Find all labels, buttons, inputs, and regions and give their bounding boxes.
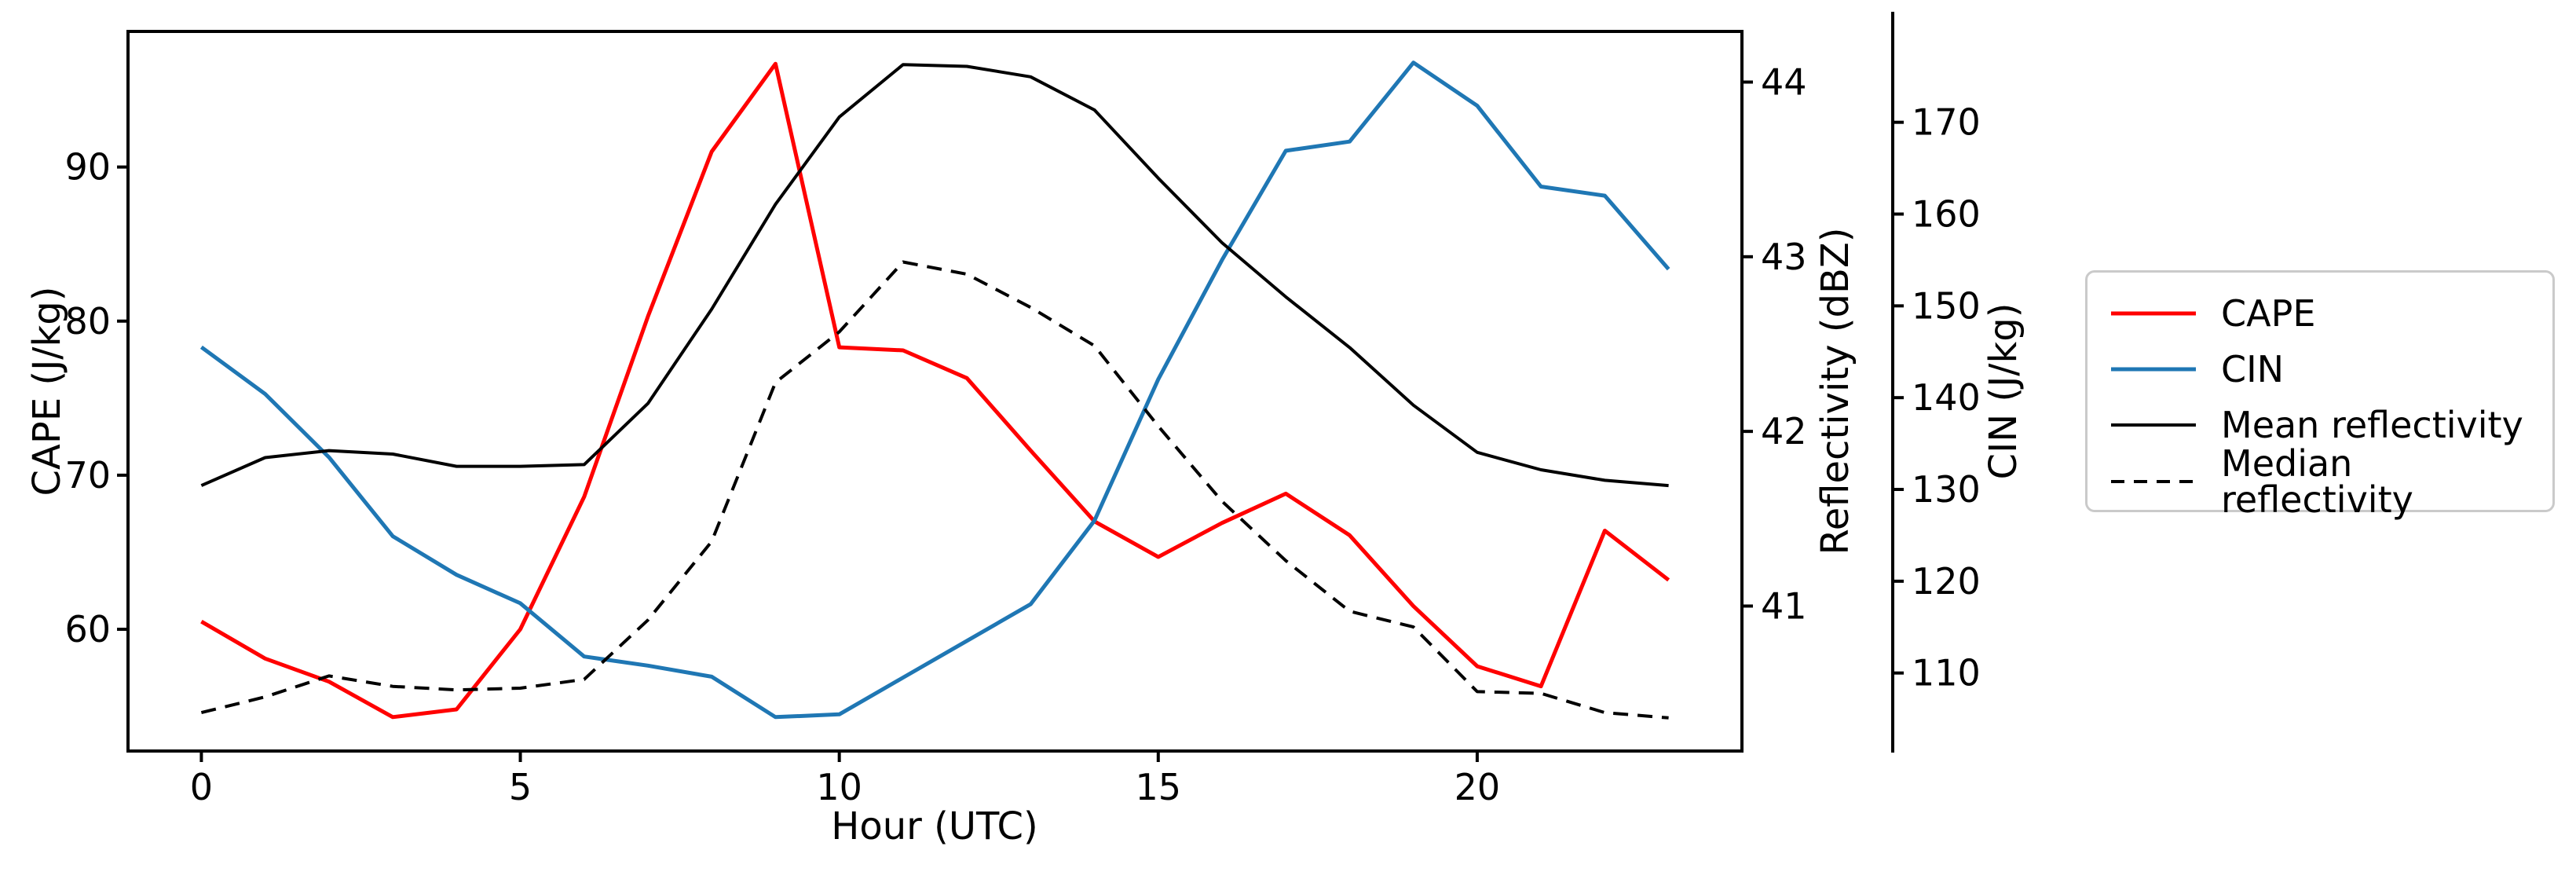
x-tick-label: 0 [190, 766, 213, 808]
legend-label: Median reflectivity [2221, 441, 2413, 521]
series-line-cin [199, 60, 1670, 720]
x-tick-label: 5 [509, 766, 532, 808]
y-left-tick-label: 70 [64, 454, 111, 496]
x-tick-label: 10 [816, 766, 862, 808]
legend-line-mean-reflectivity [2111, 423, 2196, 427]
y-left-tick-label: 80 [64, 300, 111, 343]
legend-label: CAPE [2221, 291, 2316, 335]
y-right-tick-label: 41 [1761, 584, 1807, 627]
x-tick-label: 20 [1454, 766, 1501, 808]
legend-row: CAPE [2111, 285, 2552, 341]
legend-row: Mean reflectivity [2111, 398, 2552, 453]
legend: CAPE CIN Mean reflectivity Median reflectiv… [2085, 270, 2555, 518]
legend-line-cape [2111, 311, 2196, 316]
y-left-tick-label: 60 [64, 608, 111, 650]
series-line-mean-reflectivity [200, 63, 1669, 488]
y-far-right-tick-label: 140 [1912, 376, 1981, 419]
legend-row: Median reflectivity [2111, 445, 2552, 518]
y-far-right-axis-label: CIN (J/kg) [1981, 302, 2025, 480]
y-far-right-tick-label: 130 [1912, 468, 1981, 511]
x-tick-label: 15 [1136, 766, 1182, 808]
y-far-right-tick-label: 150 [1912, 284, 1981, 327]
y-far-right-tick-label: 160 [1912, 193, 1981, 236]
legend-label: Mean reflectivity [2221, 404, 2523, 447]
plot-box [126, 30, 1744, 753]
legend-line-cin [2111, 367, 2196, 372]
y-right-tick-label: 43 [1761, 236, 1807, 278]
legend-line-median-reflectivity [2111, 479, 2196, 483]
y-left-axis-label: CAPE (J/kg) [25, 286, 69, 496]
y-right-tick-label: 44 [1761, 60, 1807, 103]
legend-label: CIN [2221, 347, 2285, 390]
series-line-cape [200, 61, 1670, 720]
y-right-axis-label: Reflectivity (dBZ) [1813, 227, 1857, 555]
y-left-tick-label: 90 [64, 146, 111, 189]
y-far-right-tick-label: 170 [1912, 101, 1981, 144]
y-right-tick-label: 42 [1761, 410, 1807, 452]
y-far-right-tick-label: 110 [1912, 652, 1981, 694]
series-line-median-reflectivity [200, 260, 1669, 720]
legend-row: CIN [2111, 341, 2552, 397]
y-far-right-tick-label: 120 [1912, 560, 1981, 603]
x-axis-label: Hour (UTC) [831, 804, 1038, 848]
